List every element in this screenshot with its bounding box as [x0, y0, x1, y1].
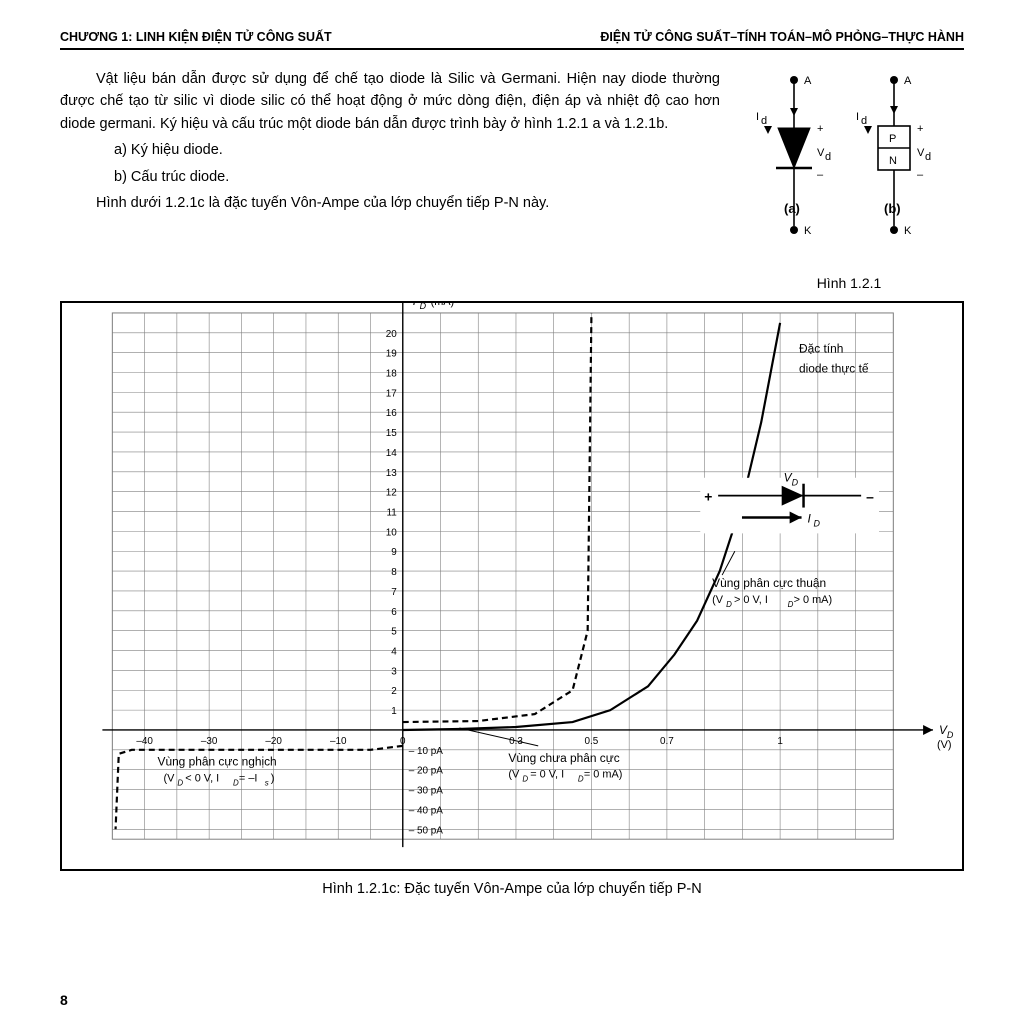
svg-text:1: 1: [391, 706, 397, 717]
svg-text:–: –: [866, 489, 874, 505]
svg-text:= 0 mA): = 0 mA): [584, 769, 623, 781]
svg-text:–30: –30: [201, 736, 218, 747]
header-left: CHƯƠNG 1: LINH KIỆN ĐIỆN TỬ CÔNG SUẤT: [60, 30, 332, 44]
svg-text:K: K: [904, 225, 912, 237]
figure-caption: Hình 1.2.1c: Đặc tuyến Vôn-Ampe của lớp …: [60, 881, 964, 897]
svg-text:V: V: [917, 147, 925, 159]
svg-text:D: D: [177, 779, 183, 788]
svg-text:– 50 pA: – 50 pA: [409, 825, 444, 836]
svg-text:d: d: [825, 151, 831, 163]
svg-text:(V: (V: [712, 594, 724, 606]
header-right: ĐIỆN TỬ CÔNG SUẤT–TÍNH TOÁN–MÔ PHỎNG–THỰ…: [600, 30, 964, 44]
paragraph-2: Hình dưới 1.2.1c là đặc tuyến Vôn-Ampe c…: [60, 192, 720, 214]
svg-text:14: 14: [386, 448, 398, 459]
svg-text:–20: –20: [265, 736, 282, 747]
svg-text:D: D: [420, 303, 427, 311]
svg-text:(V: (V: [508, 769, 520, 781]
svg-text:> 0 V, I: > 0 V, I: [734, 594, 768, 606]
svg-text:– 10 pA: – 10 pA: [409, 746, 444, 757]
page-number: 8: [60, 992, 68, 1008]
svg-text:N: N: [889, 155, 897, 167]
svg-text:4: 4: [391, 647, 397, 658]
iv-chart: ID(mA)VD(V)12345678910111213141516171819…: [62, 303, 962, 869]
svg-text:I: I: [856, 111, 859, 123]
svg-text:12: 12: [386, 488, 398, 499]
svg-text:D: D: [522, 775, 528, 784]
svg-text:–: –: [917, 169, 924, 181]
schematic-caption: Hình 1.2.1: [734, 275, 964, 291]
svg-text:5: 5: [391, 627, 397, 638]
svg-text:Vùng phân cực thuận: Vùng phân cực thuận: [712, 576, 826, 590]
body-top: Vật liệu bán dẫn được sử dụng để chế tạo…: [60, 68, 964, 291]
svg-text:–: –: [817, 169, 824, 181]
svg-text:A: A: [904, 75, 912, 87]
svg-text:15: 15: [386, 428, 398, 439]
iv-chart-frame: ID(mA)VD(V)12345678910111213141516171819…: [60, 301, 964, 871]
svg-text:I: I: [756, 111, 759, 123]
svg-text:11: 11: [387, 507, 398, 518]
svg-text:(V: (V: [163, 773, 175, 785]
svg-text:9: 9: [391, 547, 397, 558]
svg-text:< 0 V, I: < 0 V, I: [185, 773, 219, 785]
svg-text:K: K: [804, 225, 812, 237]
svg-text:0.7: 0.7: [660, 736, 674, 747]
svg-text:A: A: [804, 75, 812, 87]
svg-text:+: +: [817, 123, 823, 135]
svg-text:diode thực tế: diode thực tế: [799, 362, 869, 376]
svg-text:+: +: [917, 123, 923, 135]
svg-text:2: 2: [391, 686, 397, 697]
svg-text:d: d: [861, 115, 867, 127]
paragraph-1: Vật liệu bán dẫn được sử dụng để chế tạo…: [60, 68, 720, 135]
svg-text:13: 13: [386, 468, 398, 479]
svg-text:0.5: 0.5: [585, 736, 599, 747]
svg-text:16: 16: [386, 408, 398, 419]
svg-text:V: V: [817, 147, 825, 159]
svg-text:20: 20: [386, 329, 398, 340]
svg-text:7: 7: [391, 587, 397, 598]
svg-text:18: 18: [386, 368, 398, 379]
svg-text:(b): (b): [884, 201, 901, 216]
page-header: CHƯƠNG 1: LINH KIỆN ĐIỆN TỬ CÔNG SUẤT ĐI…: [60, 30, 964, 50]
svg-text:= 0 V, I: = 0 V, I: [530, 769, 564, 781]
svg-text:Vùng phân cực nghịch: Vùng phân cực nghịch: [158, 755, 277, 769]
bullet-b: b) Cấu trúc diode.: [78, 166, 720, 188]
svg-text:I: I: [413, 303, 417, 308]
svg-text:– 20 pA: – 20 pA: [409, 766, 444, 777]
svg-text:P: P: [889, 133, 896, 145]
svg-text:(V): (V): [937, 739, 952, 751]
svg-text:10: 10: [386, 527, 398, 538]
svg-text:–40: –40: [136, 736, 153, 747]
svg-text:Vùng chưa phân cực: Vùng chưa phân cực: [508, 751, 619, 765]
schematic-column: A I d K + V d – (a) A: [734, 68, 964, 291]
svg-text:> 0 mA): > 0 mA): [794, 594, 833, 606]
svg-text:(mA): (mA): [431, 303, 455, 308]
svg-text:–10: –10: [330, 736, 347, 747]
svg-text:19: 19: [386, 349, 398, 360]
svg-text:D: D: [792, 478, 799, 488]
diode-schematic: A I d K + V d – (a) A: [734, 68, 964, 268]
svg-text:): ): [271, 773, 275, 785]
svg-text:+: +: [704, 489, 712, 505]
svg-text:Đặc tính: Đặc tính: [799, 342, 843, 356]
svg-text:D: D: [726, 600, 732, 609]
svg-text:1: 1: [777, 736, 783, 747]
svg-text:D: D: [813, 518, 820, 528]
svg-text:8: 8: [391, 567, 397, 578]
svg-text:17: 17: [386, 388, 398, 399]
svg-text:– 30 pA: – 30 pA: [409, 786, 444, 797]
svg-text:6: 6: [391, 607, 397, 618]
svg-text:0: 0: [400, 736, 406, 747]
svg-text:– 40 pA: – 40 pA: [409, 805, 444, 816]
bullet-a: a) Ký hiệu diode.: [78, 139, 720, 161]
svg-text:d: d: [925, 151, 931, 163]
svg-text:d: d: [761, 115, 767, 127]
svg-text:s: s: [265, 779, 269, 788]
text-column: Vật liệu bán dẫn được sử dụng để chế tạo…: [60, 68, 720, 291]
svg-text:3: 3: [391, 666, 397, 677]
svg-text:= –I: = –I: [239, 773, 258, 785]
svg-text:(a): (a): [784, 201, 800, 216]
